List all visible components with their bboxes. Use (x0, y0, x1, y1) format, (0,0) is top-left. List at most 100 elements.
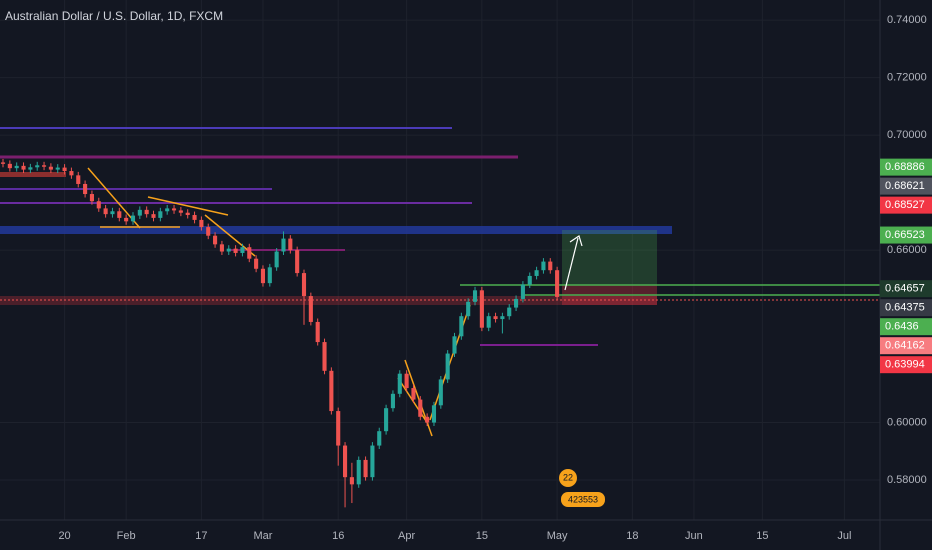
x-tick-label: 20 (58, 530, 70, 542)
candle-body (288, 238, 293, 251)
candle-body (363, 459, 368, 478)
price-badge-label: 0.64375 (885, 302, 925, 314)
candle-body (103, 208, 108, 215)
candle-body (274, 251, 279, 268)
candle-body (254, 258, 259, 269)
candle-body (418, 399, 423, 417)
x-tick-label: 18 (626, 530, 638, 542)
candle-body (404, 373, 409, 389)
candle-body (397, 373, 402, 394)
candle-body (226, 248, 231, 252)
price-badge (880, 356, 932, 374)
y-tick-label: 0.72000 (887, 72, 927, 84)
price-badge (880, 280, 932, 298)
candle-body (370, 445, 375, 478)
candle-body (240, 247, 245, 253)
event-icon (559, 469, 577, 487)
candle-body (295, 250, 300, 274)
candle-body (472, 290, 478, 302)
events: 22 423553 (559, 469, 605, 507)
candle-body (185, 212, 190, 216)
price-badge (880, 158, 932, 176)
candle-body (247, 247, 252, 259)
event-label: 22 (563, 472, 573, 482)
candle-body (110, 211, 115, 215)
candle-body (493, 316, 498, 320)
y-tick-label: 0.74000 (887, 14, 927, 26)
candle-body (165, 208, 170, 212)
candle-body (213, 235, 218, 245)
price-badge-label: 0.63994 (885, 359, 925, 371)
candle-body (445, 353, 450, 380)
candle-body (89, 194, 94, 202)
price-badge (880, 299, 932, 317)
candle-body (541, 261, 546, 271)
candle-body (260, 268, 266, 284)
candle-body (96, 201, 101, 209)
candle-body (83, 183, 88, 195)
candle-body (322, 342, 327, 371)
candle-body (527, 275, 532, 285)
level-zone (0, 226, 672, 234)
x-tick-label: 17 (195, 530, 207, 542)
price-badge-label: 0.68886 (885, 161, 925, 173)
candle-body (55, 167, 60, 170)
candle-body (158, 211, 163, 218)
candle-body (62, 167, 67, 172)
y-tick-label: 0.66000 (887, 244, 927, 256)
y-tick-label: 0.58000 (887, 474, 927, 486)
candle-body (267, 267, 272, 284)
price-badge (880, 337, 932, 355)
candle-body (534, 270, 539, 276)
candle-body (178, 210, 183, 213)
candle-body (14, 165, 19, 169)
x-tick-label: Jul (837, 530, 851, 542)
candle-body (192, 215, 197, 220)
price-badge-label: 0.64162 (885, 340, 925, 352)
candle-body (555, 270, 560, 297)
event-label: 423553 (568, 494, 598, 504)
candle-body (21, 165, 26, 170)
level-zone (0, 172, 66, 177)
candle-body (486, 316, 491, 328)
price-badge-label: 0.64657 (885, 283, 925, 295)
price-axis (880, 0, 932, 550)
candle-body (130, 215, 136, 222)
x-tick-label: Jun (685, 530, 703, 542)
grid (0, 0, 880, 520)
candle-body (431, 405, 437, 423)
candle-body (466, 301, 471, 317)
x-tick-label: 15 (476, 530, 488, 542)
price-badge-label: 0.68527 (885, 199, 925, 211)
price-badge-label: 0.6436 (885, 321, 919, 333)
candle-body (171, 208, 177, 211)
candle-body (342, 445, 348, 478)
candle-body (479, 290, 484, 328)
candle-body (301, 273, 307, 297)
candle-body (0, 162, 6, 164)
candles (0, 158, 560, 508)
x-tick-label: Mar (253, 530, 272, 542)
candle-body (315, 321, 320, 343)
candle-body (438, 379, 443, 406)
candle-body (390, 393, 395, 409)
price-badge-label: 0.66523 (885, 229, 925, 241)
candle-body (124, 217, 129, 222)
candle-body (281, 238, 286, 252)
candle-body (206, 227, 211, 236)
candle-body (425, 416, 430, 423)
candle-body (384, 408, 389, 432)
price-badge (880, 226, 932, 244)
arrow (564, 235, 583, 291)
candle-body (520, 284, 525, 299)
candle-body (514, 298, 519, 308)
candle-body (7, 163, 12, 169)
x-tick-label: Apr (398, 530, 415, 542)
axes: 0.74000 0.72000 0.70000 0.66000 0.60000 0.580… (58, 14, 932, 542)
price-badge (880, 196, 932, 214)
candle-body (35, 165, 40, 168)
candle-body (199, 219, 204, 228)
price-badge-label: 0.68621 (885, 180, 925, 192)
